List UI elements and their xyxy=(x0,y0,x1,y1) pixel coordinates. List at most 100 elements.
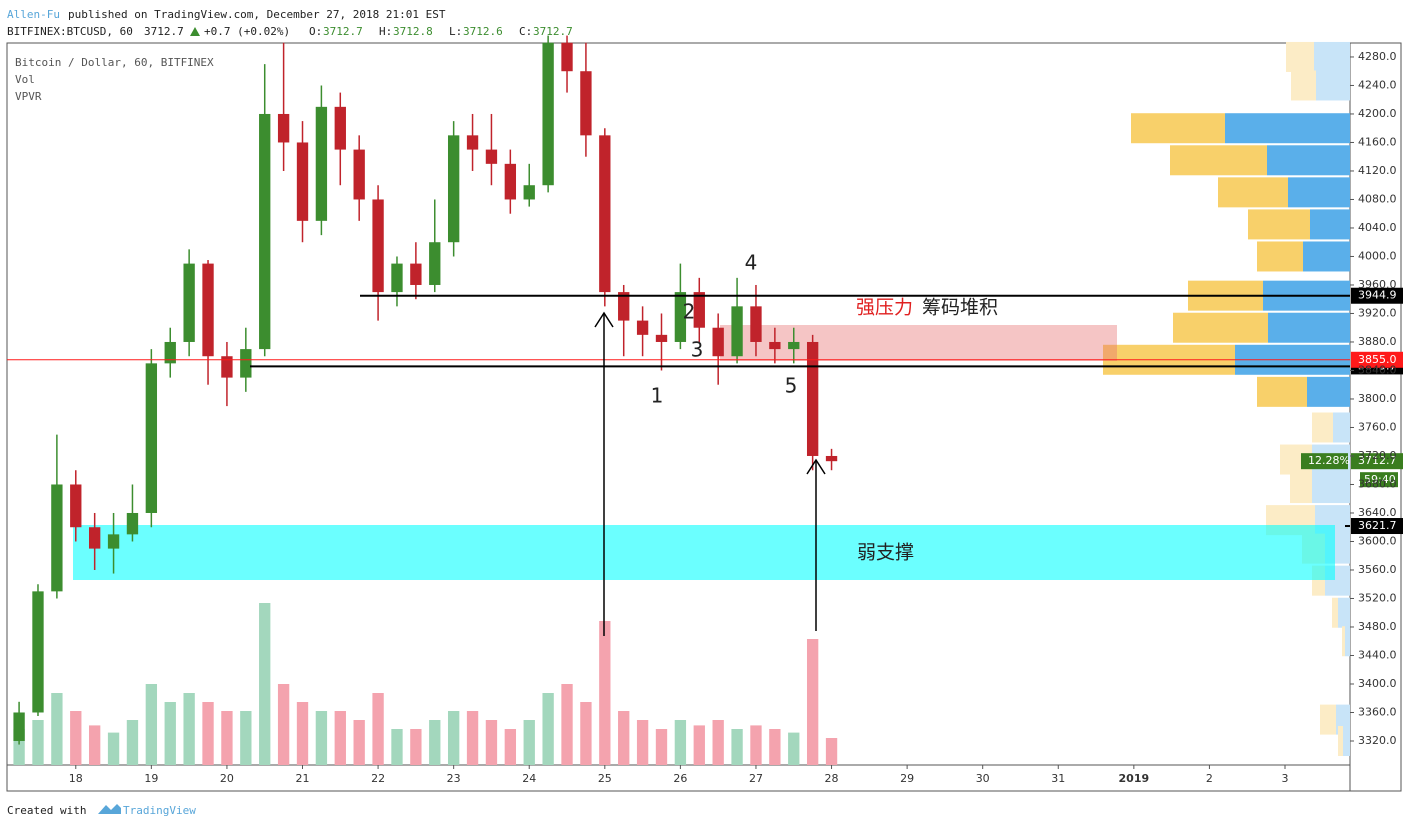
y-tick-label: 3960.0 xyxy=(1358,278,1397,291)
volume-bar xyxy=(277,684,290,765)
y-tick-label: 3520.0 xyxy=(1358,591,1397,604)
last: 3712.7 xyxy=(144,25,184,38)
candle-body xyxy=(618,292,630,321)
volume-bar xyxy=(466,711,479,765)
volume-bar xyxy=(183,693,195,765)
price-tag: 3712.7 xyxy=(1358,454,1397,467)
candle-body xyxy=(750,306,762,342)
candle-body xyxy=(372,199,384,293)
candle-body xyxy=(391,263,403,293)
ohlc-key: L: xyxy=(449,25,462,38)
volume-bar xyxy=(315,711,328,765)
volume-bar xyxy=(89,725,101,765)
candle-body xyxy=(277,113,290,143)
vpvr-down xyxy=(1257,241,1303,272)
arrow-head xyxy=(806,458,826,475)
ohlc-value: 3712.6 xyxy=(463,25,503,38)
y-tick-label: 3600.0 xyxy=(1358,534,1397,547)
y-tick-label: 3400.0 xyxy=(1358,677,1397,690)
x-tick-label: 29 xyxy=(900,772,914,785)
candle-body xyxy=(542,42,554,186)
vpvr-down xyxy=(1320,704,1336,735)
publisher[interactable]: Allen-Fu xyxy=(7,8,60,21)
candle-body xyxy=(126,512,139,535)
volume-bar xyxy=(429,720,441,765)
x-tick-label: 3 xyxy=(1282,772,1289,785)
volume-bar xyxy=(580,702,592,765)
volume-bar xyxy=(126,720,139,765)
volume-bar xyxy=(164,702,176,765)
support-label-bg xyxy=(1351,518,1403,535)
candle-body xyxy=(806,341,819,456)
level-label: 3944.9 xyxy=(1358,289,1397,302)
candle-body xyxy=(202,263,214,357)
vpvr-up xyxy=(1345,626,1350,657)
volume-bar xyxy=(636,720,649,765)
y-tick-label: 3760.0 xyxy=(1358,420,1397,433)
candle-body xyxy=(636,320,649,335)
x-tick-label: 24 xyxy=(522,772,536,785)
y-tick-label: 4280.0 xyxy=(1358,50,1397,63)
published: published on TradingView.com, December 2… xyxy=(68,8,446,21)
price-tag-bg xyxy=(1351,453,1403,470)
annotation: 筹码堆积 xyxy=(922,297,998,319)
x-tick-label: 30 xyxy=(976,772,990,785)
annotation: 弱支撑 xyxy=(857,542,914,564)
y-tick-label: 4040.0 xyxy=(1358,221,1397,234)
annotation: 强压力 xyxy=(856,297,913,319)
y-tick-label: 4080.0 xyxy=(1358,192,1397,205)
y-tick-label: 4000.0 xyxy=(1358,249,1397,262)
y-tick-label: 3560.0 xyxy=(1358,563,1397,576)
candle-body xyxy=(296,142,309,221)
y-tick-label: 3920.0 xyxy=(1358,306,1397,319)
y-tick-label: 3320.0 xyxy=(1358,734,1397,747)
vpvr-up xyxy=(1288,177,1350,208)
candle-body xyxy=(523,185,535,200)
x-tick-label: 27 xyxy=(749,772,763,785)
volume-bar xyxy=(447,711,460,765)
ohlc: O: 3712.7 H: 3712.8 L: 3712.6 C: 3712.7 xyxy=(309,25,573,38)
candle-body xyxy=(334,106,346,150)
x-tick-label: 22 xyxy=(371,772,385,785)
y-tick-label: 3680.0 xyxy=(1358,477,1397,490)
candle-body xyxy=(183,263,195,342)
candle-body xyxy=(485,149,498,164)
y-tick-label: 4120.0 xyxy=(1358,164,1397,177)
y-tick-label: 3480.0 xyxy=(1358,620,1397,633)
volume-bar xyxy=(32,720,44,765)
vpvr-down xyxy=(1312,412,1333,443)
vpvr-down xyxy=(1338,725,1343,756)
vpvr-down xyxy=(1342,626,1345,657)
volume-bar xyxy=(51,693,63,765)
volume-bar xyxy=(806,639,819,765)
candle-body xyxy=(259,113,271,350)
vpvr-down xyxy=(1170,145,1267,176)
volume-bar xyxy=(693,725,705,765)
volume-bar xyxy=(485,720,498,765)
x-tick-label: 26 xyxy=(673,772,687,785)
vpvr-up xyxy=(1267,145,1350,176)
candle-body xyxy=(32,591,44,713)
candle-body xyxy=(51,484,63,592)
volume-bar xyxy=(750,725,762,765)
vpvr-up xyxy=(1225,113,1350,144)
wave-label: 2 xyxy=(683,300,696,324)
x-tick-label: 18 xyxy=(69,772,83,785)
vpvr-up xyxy=(1268,312,1350,343)
candle-body xyxy=(825,455,838,462)
candle-body xyxy=(13,712,25,741)
pct-bg xyxy=(1301,453,1348,470)
level-label-bg xyxy=(1351,287,1403,304)
volume-bar xyxy=(240,711,252,765)
ohlc-value: 3712.7 xyxy=(323,25,363,38)
support-zone xyxy=(73,525,1335,580)
plot: 3944.93845.73855.03621.73712.712.28%59:4… xyxy=(7,35,1403,765)
legend-vpvr: VPVR xyxy=(15,90,42,103)
vpvr-up xyxy=(1303,241,1350,272)
candle-body xyxy=(599,135,611,293)
brand[interactable]: TradingView xyxy=(123,804,196,817)
arrow-head xyxy=(594,311,614,328)
candle-body xyxy=(107,534,120,549)
volume-bar xyxy=(391,729,403,765)
